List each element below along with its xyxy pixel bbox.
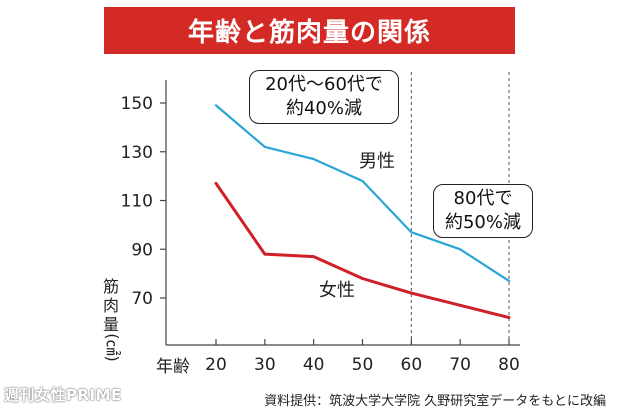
y-axis-label-text: 筋肉量	[102, 277, 119, 334]
y-axis-unit: (㎠)	[102, 333, 122, 362]
callout-1-line1: 20代〜60代で	[265, 74, 383, 95]
y-tick-label: 90	[131, 240, 153, 260]
y-tick-label: 70	[131, 289, 153, 309]
x-tick-label: 50	[352, 355, 374, 375]
x-tick-label: 80	[498, 355, 520, 375]
series-label-female: 女性	[319, 280, 355, 301]
y-axis-label: 筋肉量 (㎠)	[98, 277, 124, 362]
y-tick-label: 130	[121, 143, 153, 163]
x-tick-label: 60	[401, 355, 423, 375]
x-axis-label: 年齢	[156, 357, 190, 377]
y-tick-label: 150	[121, 94, 153, 114]
series-line-female	[214, 181, 511, 319]
x-tick-label: 70	[449, 355, 471, 375]
x-tick-label: 20	[205, 355, 227, 375]
chart-title: 年齢と筋肉量の関係	[104, 7, 515, 54]
callout-1-line2: 約40%減	[285, 98, 362, 119]
series-line-male	[214, 104, 511, 282]
callout-40-percent: 20代〜60代で 約40%減	[249, 70, 399, 124]
series-label-male: 男性	[359, 151, 395, 172]
x-tick-label: 40	[303, 355, 325, 375]
x-tick-label: 30	[254, 355, 276, 375]
watermark-logo: 週刊女性PRIME	[4, 386, 122, 404]
callout-50-percent: 80代で 約50%減	[433, 184, 533, 238]
source-note: 資料提供：筑波大学大学院 久野研究室データをもとに改編	[264, 394, 606, 409]
callout-2-line2: 約50%減	[444, 212, 521, 233]
y-tick-label: 110	[121, 192, 153, 212]
callout-2-line1: 80代で	[453, 188, 513, 209]
